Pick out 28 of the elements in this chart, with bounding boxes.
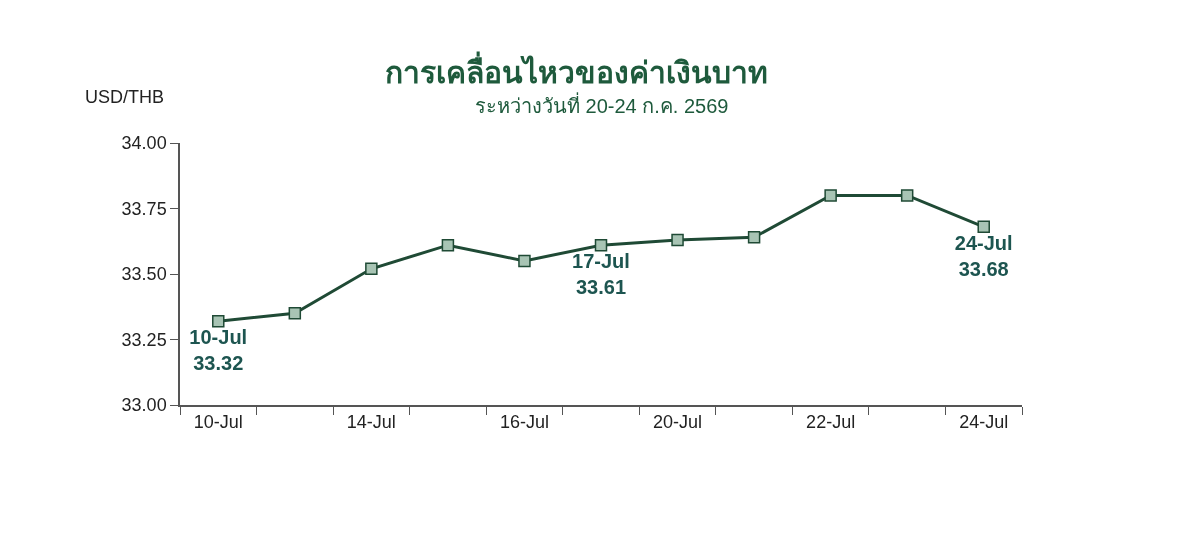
y-tick-label: 33.50 xyxy=(121,264,167,285)
data-label: 17-Jul 33.61 xyxy=(572,250,630,299)
x-tick-label: 24-Jul xyxy=(959,412,1009,433)
point xyxy=(288,307,302,320)
point xyxy=(518,254,531,268)
x-tick-label: 14-Jul xyxy=(346,412,396,433)
point xyxy=(900,189,914,202)
point xyxy=(977,220,990,234)
x-tick-label: 10-Jul xyxy=(193,412,243,433)
y-tick-label: 34.00 xyxy=(121,133,167,154)
point xyxy=(365,262,378,276)
y-axis-title: USD/THB xyxy=(85,87,165,107)
chart-subtitle: ระหว่างวันที่ 20-24 ก.ค. 2569 xyxy=(475,92,729,117)
point xyxy=(441,238,455,252)
point xyxy=(824,189,837,202)
y-tick-label: 33.25 xyxy=(121,329,167,350)
chart-title: การเคลื่อนไหวของค่าเงินบาท xyxy=(384,50,768,89)
y-tick-label: 33.75 xyxy=(121,198,167,219)
x-tick-label: 16-Jul xyxy=(499,412,549,433)
point xyxy=(747,231,761,244)
x-tick-label: 20-Jul xyxy=(653,412,703,433)
data-label: 10-Jul 33.32 xyxy=(189,326,248,375)
data-label: 24-Jul 33.68 xyxy=(954,231,1013,280)
x-tick-label: 22-Jul xyxy=(806,412,856,433)
point xyxy=(671,233,684,247)
point xyxy=(212,314,225,328)
point xyxy=(594,238,608,252)
y-tick-label: 33.00 xyxy=(121,395,167,416)
